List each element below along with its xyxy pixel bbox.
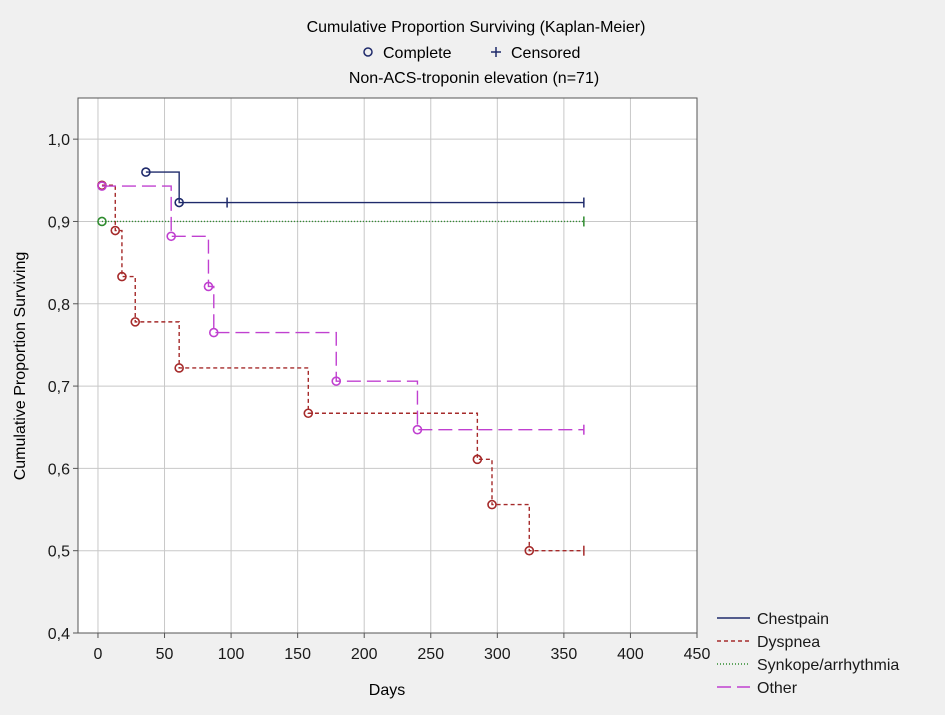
- complete-marker: [174, 197, 184, 208]
- y-tick-label: 0,7: [48, 379, 70, 396]
- legend-label: Synkope/arrhythmia: [757, 657, 899, 674]
- complete-marker: [97, 181, 107, 191]
- y-tick-label: 0,8: [48, 297, 70, 314]
- y-tick-label: 0,5: [48, 544, 70, 561]
- complete-marker: [174, 363, 184, 373]
- x-axis-label: Days: [369, 682, 405, 699]
- legend-label: Chestpain: [757, 611, 829, 628]
- x-tick-label: 400: [617, 646, 644, 663]
- complete-marker: [130, 317, 141, 327]
- complete-marker: [472, 454, 483, 465]
- complete-marker: [412, 424, 423, 435]
- series-line-chestpain: [145, 171, 584, 204]
- complete-marker: [203, 281, 214, 292]
- plot-frame: [77, 97, 698, 634]
- complete-marker-icon: [363, 47, 373, 57]
- complete-marker: [166, 231, 176, 242]
- x-tick-label: 50: [156, 646, 174, 663]
- complete-marker: [117, 271, 127, 282]
- y-tick-label: 1,0: [48, 132, 70, 149]
- complete-marker: [303, 408, 314, 419]
- axis-ticks: 0 50 100 150 200 250 300 350 400 450 0,4 0,5 0,6 0,7 0…: [48, 132, 711, 663]
- complete-marker: [141, 167, 151, 177]
- series-line-dyspnea: [101, 184, 584, 552]
- x-tick-label: 300: [484, 646, 511, 663]
- chart-subtitle: Non-ACS-troponin elevation (n=71): [349, 70, 599, 87]
- chart-title: Cumulative Proportion Surviving (Kaplan-…: [307, 19, 646, 36]
- y-tick-label: 0,4: [48, 626, 70, 643]
- x-tick-label: 200: [351, 646, 378, 663]
- y-tick-label: 0,9: [48, 214, 70, 231]
- x-tick-label: 450: [684, 646, 711, 663]
- legend-label: Dyspnea: [757, 634, 820, 651]
- plot-background: [78, 98, 697, 633]
- complete-marker: [97, 216, 107, 227]
- series-legend: Chestpain Dyspnea Synkope/arrhythmia Other: [717, 611, 899, 697]
- markers-layer: [97, 167, 585, 556]
- series-layer: [101, 171, 584, 552]
- complete-label: Complete: [383, 45, 452, 62]
- x-tick-label: 100: [218, 646, 245, 663]
- y-tick-label: 0,6: [48, 461, 70, 478]
- x-tick-label: 350: [551, 646, 578, 663]
- complete-marker: [208, 327, 219, 338]
- y-axis-label: Cumulative Proportion Surviving: [12, 252, 29, 481]
- censored-label: Censored: [511, 45, 580, 62]
- complete-marker: [331, 376, 342, 386]
- x-tick-label: 250: [417, 646, 444, 663]
- series-line-other: [101, 185, 584, 431]
- x-tick-label: 0: [94, 646, 103, 663]
- x-tick-label: 150: [284, 646, 311, 663]
- complete-marker: [524, 545, 535, 556]
- legend-label: Other: [757, 680, 798, 697]
- censored-marker-icon: [491, 47, 501, 57]
- complete-marker: [487, 499, 497, 510]
- complete-marker: [110, 225, 121, 236]
- marker-legend: Complete Censored: [363, 45, 580, 62]
